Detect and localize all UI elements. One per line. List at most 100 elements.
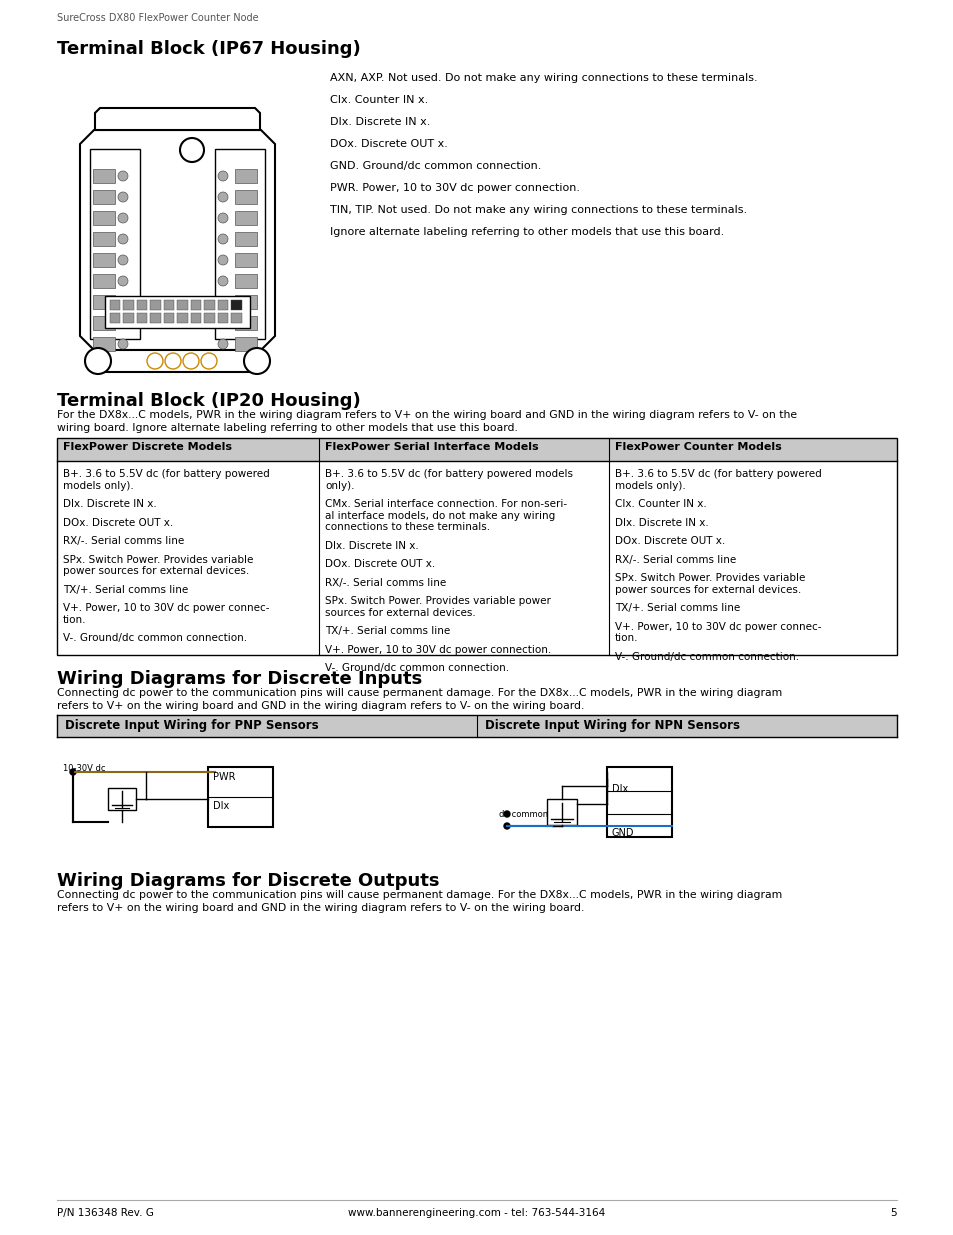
Bar [208, 767, 273, 827]
Bar [164, 300, 174, 310]
Text: DIx. Discrete IN x.: DIx. Discrete IN x. [615, 517, 708, 527]
Circle shape [218, 317, 228, 329]
Bar [218, 300, 229, 310]
Text: DIx. Discrete IN x.: DIx. Discrete IN x. [325, 541, 418, 551]
Circle shape [118, 254, 128, 266]
Text: FlexPower Serial Interface Models: FlexPower Serial Interface Models [325, 442, 538, 452]
Circle shape [118, 191, 128, 203]
Text: V-. Ground/dc common connection.: V-. Ground/dc common connection. [63, 634, 247, 643]
Text: DOx. Discrete OUT x.: DOx. Discrete OUT x. [330, 140, 447, 149]
Text: FlexPower Counter Models: FlexPower Counter Models [615, 442, 781, 452]
Circle shape [503, 811, 510, 818]
Circle shape [218, 254, 228, 266]
Text: refers to V+ on the wiring board and GND in the wiring diagram refers to V- on t: refers to V+ on the wiring board and GND… [57, 701, 584, 711]
Text: B+. 3.6 to 5.5V dc (for battery powered
models only).: B+. 3.6 to 5.5V dc (for battery powered … [615, 469, 821, 490]
Text: TIN, TIP. Not used. Do not make any wiring connections to these terminals.: TIN, TIP. Not used. Do not make any wiri… [330, 205, 746, 215]
Text: dc common: dc common [498, 810, 548, 819]
Bar [110, 312, 120, 324]
Polygon shape [80, 130, 274, 350]
Bar [234, 274, 256, 288]
Text: Ignore alternate labeling referring to other models that use this board.: Ignore alternate labeling referring to o… [330, 227, 723, 237]
Bar [92, 190, 115, 204]
Polygon shape [95, 107, 260, 130]
Text: CIx. Counter IN x.: CIx. Counter IN x. [615, 499, 706, 509]
Text: V+. Power, 10 to 30V dc power connection.: V+. Power, 10 to 30V dc power connection… [325, 645, 551, 655]
Bar [606, 767, 671, 837]
Bar [234, 337, 256, 351]
Bar [92, 211, 115, 225]
Circle shape [118, 275, 128, 287]
Text: CIx. Counter IN x.: CIx. Counter IN x. [330, 95, 428, 105]
Text: CMx. Serial interface connection. For non-seri-
al interface models, do not make: CMx. Serial interface connection. For no… [325, 499, 566, 532]
Bar [92, 253, 115, 267]
Text: Discrete Input Wiring for PNP Sensors: Discrete Input Wiring for PNP Sensors [65, 719, 318, 732]
Text: refers to V+ on the wiring board and GND in the wiring diagram refers to V- on t: refers to V+ on the wiring board and GND… [57, 903, 584, 913]
Bar [191, 312, 201, 324]
Text: B+. 3.6 to 5.5V dc (for battery powered
models only).: B+. 3.6 to 5.5V dc (for battery powered … [63, 469, 270, 490]
Bar [234, 232, 256, 246]
Circle shape [503, 823, 510, 829]
Bar [204, 312, 214, 324]
Text: DOx. Discrete OUT x.: DOx. Discrete OUT x. [63, 517, 173, 527]
Text: SureCross DX80 FlexPower Counter Node: SureCross DX80 FlexPower Counter Node [57, 14, 258, 23]
Circle shape [147, 353, 163, 369]
Bar [232, 300, 242, 310]
Bar [234, 169, 256, 183]
Circle shape [180, 138, 204, 162]
Bar [191, 300, 201, 310]
Text: RX/-. Serial comms line: RX/-. Serial comms line [325, 578, 446, 588]
Text: SPx. Switch Power. Provides variable
power sources for external devices.: SPx. Switch Power. Provides variable pow… [63, 555, 253, 576]
Text: RX/-. Serial comms line: RX/-. Serial comms line [63, 536, 184, 546]
Bar [57, 438, 896, 461]
Circle shape [218, 275, 228, 287]
Bar [177, 312, 188, 324]
Text: GND: GND [612, 827, 634, 839]
Circle shape [118, 296, 128, 308]
Bar [218, 312, 229, 324]
Text: FlexPower Discrete Models: FlexPower Discrete Models [63, 442, 232, 452]
Text: AXN, AXP. Not used. Do not make any wiring connections to these terminals.: AXN, AXP. Not used. Do not make any wiri… [330, 73, 757, 83]
Text: TX/+. Serial comms line: TX/+. Serial comms line [63, 584, 188, 594]
Circle shape [218, 233, 228, 245]
Text: wiring board. Ignore alternate labeling referring to other models that use this : wiring board. Ignore alternate labeling … [57, 424, 517, 433]
Bar [108, 788, 136, 810]
Bar [137, 300, 148, 310]
Circle shape [118, 338, 128, 350]
Text: DIx. Discrete IN x.: DIx. Discrete IN x. [63, 499, 156, 509]
Bar [92, 274, 115, 288]
Text: www.bannerengineering.com - tel: 763-544-3164: www.bannerengineering.com - tel: 763-544… [348, 1208, 605, 1218]
Bar [234, 211, 256, 225]
Text: SPx. Switch Power. Provides variable
power sources for external devices.: SPx. Switch Power. Provides variable pow… [615, 573, 804, 594]
Bar [105, 296, 250, 329]
Bar [110, 300, 120, 310]
Text: Terminal Block (IP20 Housing): Terminal Block (IP20 Housing) [57, 391, 360, 410]
Bar [151, 300, 161, 310]
Text: V+. Power, 10 to 30V dc power connec-
tion.: V+. Power, 10 to 30V dc power connec- ti… [63, 603, 269, 625]
Bar [164, 312, 174, 324]
Text: Connecting dc power to the communication pins will cause permanent damage. For t: Connecting dc power to the communication… [57, 890, 781, 900]
Text: TX/+. Serial comms line: TX/+. Serial comms line [615, 603, 740, 613]
Text: TX/+. Serial comms line: TX/+. Serial comms line [325, 626, 450, 636]
Circle shape [183, 353, 199, 369]
Circle shape [218, 296, 228, 308]
Bar [204, 300, 214, 310]
Text: DIx: DIx [612, 784, 628, 794]
Text: RX/-. Serial comms line: RX/-. Serial comms line [615, 555, 736, 564]
Text: P/N 136348 Rev. G: P/N 136348 Rev. G [57, 1208, 153, 1218]
Bar [57, 715, 896, 737]
Bar [57, 438, 896, 655]
Circle shape [118, 170, 128, 182]
Text: 10-30V dc: 10-30V dc [63, 764, 106, 773]
Circle shape [218, 191, 228, 203]
Bar [123, 300, 133, 310]
Circle shape [218, 338, 228, 350]
Text: SPx. Switch Power. Provides variable power
sources for external devices.: SPx. Switch Power. Provides variable pow… [325, 597, 550, 618]
Bar [92, 295, 115, 309]
Circle shape [201, 353, 216, 369]
Text: Wiring Diagrams for Discrete Outputs: Wiring Diagrams for Discrete Outputs [57, 872, 439, 890]
Text: 5: 5 [889, 1208, 896, 1218]
Text: DIx: DIx [213, 802, 229, 811]
Bar [92, 316, 115, 330]
Text: Discrete Input Wiring for NPN Sensors: Discrete Input Wiring for NPN Sensors [484, 719, 740, 732]
Text: PWR: PWR [213, 772, 235, 782]
